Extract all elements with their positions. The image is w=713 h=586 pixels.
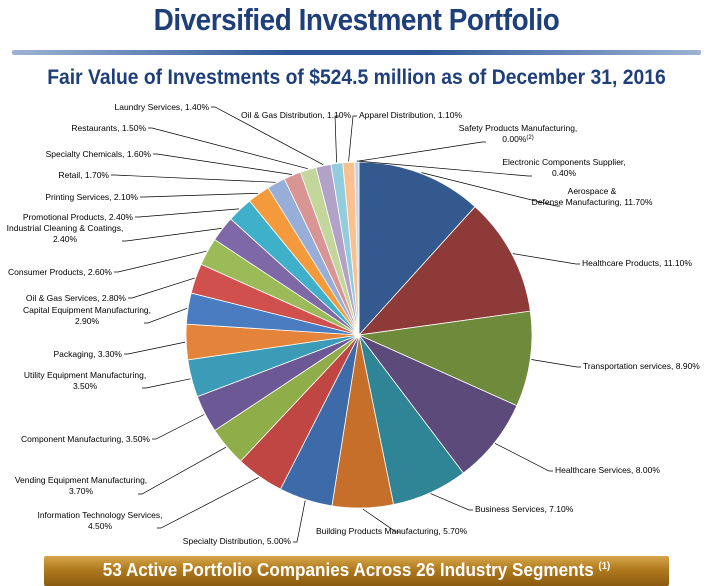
label-consumer-products: Consumer Products, 2.60%	[8, 267, 112, 277]
leader-consumer-products	[114, 250, 207, 273]
leader-business-services	[430, 493, 473, 511]
leader-packaging	[124, 341, 186, 355]
slice-transportation-services	[357, 310, 533, 407]
leader-electronic-components-supplier	[356, 160, 532, 177]
label-note: (2)	[526, 135, 533, 141]
title-rule	[12, 50, 701, 55]
label-electronic-components-supplier: Electronic Components Supplier, 0.40%	[502, 157, 625, 178]
leader-printing-services	[140, 192, 259, 198]
label-apparel-distribution: Apparel Distribution, 1.10%	[359, 110, 462, 120]
leader-component-manufacturing	[152, 414, 205, 440]
label-utility-equipment-manufacturing: Utility Equipment Manufacturing, 3.50%	[24, 370, 146, 391]
label-vending-equipment-manufacturing: Vending Equipment Manufacturing, 3.70%	[15, 475, 147, 496]
label-information-technology-services: Information Technology Services, 4.50%	[37, 510, 162, 531]
leader-apparel-distribution	[348, 115, 357, 162]
leader-retail	[111, 174, 276, 183]
chart-subtitle: Fair Value of Investments of $524.5 mill…	[47, 66, 666, 89]
label-restaurants: Restaurants, 1.50%	[71, 123, 146, 133]
leader-promotional-products	[135, 208, 240, 218]
leader-building-products-manufacturing	[362, 508, 400, 533]
label-component-manufacturing: Component Manufacturing, 3.50%	[21, 434, 150, 444]
label-safety-products-manufacturing: Safety Products Manufacturing, 0.00%(2)	[459, 123, 578, 144]
label-printing-services: Printing Services, 2.10%	[45, 192, 138, 202]
leader-oil-and-gas-services	[128, 277, 195, 299]
leader-laundry-services	[211, 106, 324, 166]
label-laundry-services: Laundry Services, 1.40%	[115, 102, 210, 112]
leader-specialty-chemicals	[153, 153, 292, 175]
label-retail: Retail, 1.70%	[58, 170, 109, 180]
leader-healthcare-products	[512, 253, 580, 265]
label-aerospace-and-defense-manufacturing: Aerospace & Defense Manufacturing, 11.70%	[532, 186, 653, 207]
footer-note: (1)	[598, 561, 611, 572]
leader-capital-equipment-manufacturing	[144, 307, 188, 324]
label-industrial-cleaning-and-coatings: Industrial Cleaning & Coatings, 2.40%	[7, 223, 124, 244]
leader-healthcare-services	[494, 443, 553, 472]
leader-oil-and-gas-distribution	[334, 115, 339, 163]
leader-industrial-cleaning-and-coatings	[122, 228, 222, 242]
leader-safety-products-manufacturing	[358, 141, 486, 162]
leader-aerospace-and-defense-manufacturing	[421, 172, 560, 207]
leader-vending-equipment-manufacturing	[138, 446, 227, 495]
footer-text: 53 Active Portfolio Companies Across 26 …	[60, 560, 654, 581]
label-oil-and-gas-distribution: Oil & Gas Distribution, 1.10%	[241, 110, 352, 120]
label-healthcare-services: Healthcare Services, 8.00%	[555, 465, 660, 475]
leader-lines	[111, 106, 581, 543]
page-title: Diversified Investment Portfolio	[153, 2, 560, 37]
footer-banner: 53 Active Portfolio Companies Across 26 …	[44, 556, 669, 586]
slice-electronic-components-supplier	[354, 161, 360, 336]
label-oil-and-gas-services: Oil & Gas Services, 2.80%	[26, 293, 127, 303]
slice-healthcare-products	[357, 206, 531, 336]
label-promotional-products: Promotional Products, 2.40%	[23, 212, 134, 222]
label-packaging: Packaging, 3.30%	[53, 349, 122, 359]
slice-labels: Aerospace & Defense Manufacturing, 11.70%…	[7, 102, 701, 546]
label-capital-equipment-manufacturing: Capital Equipment Manufacturing, 2.90%	[23, 305, 151, 326]
label-building-products-manufacturing: Building Products Manufacturing, 5.70%	[316, 526, 468, 536]
label-healthcare-products: Healthcare Products, 11.10%	[582, 258, 692, 268]
leader-utility-equipment-manufacturing	[142, 378, 191, 389]
label-specialty-distribution: Specialty Distribution, 5.00%	[183, 536, 292, 546]
leader-transportation-services	[531, 359, 581, 368]
label-transportation-services: Transportation services, 8.90%	[583, 361, 700, 371]
label-specialty-chemicals: Specialty Chemicals, 1.60%	[46, 149, 152, 159]
slice-aerospace-and-defense-manufacturing	[358, 161, 476, 337]
leader-information-technology-services	[157, 477, 260, 529]
footer-label: 53 Active Portfolio Companies Across 26 …	[102, 560, 594, 580]
label-business-services: Business Services, 7.10%	[475, 504, 574, 514]
leader-specialty-distribution	[293, 500, 306, 543]
pie-slices	[185, 161, 533, 509]
leader-restaurants	[148, 127, 308, 170]
